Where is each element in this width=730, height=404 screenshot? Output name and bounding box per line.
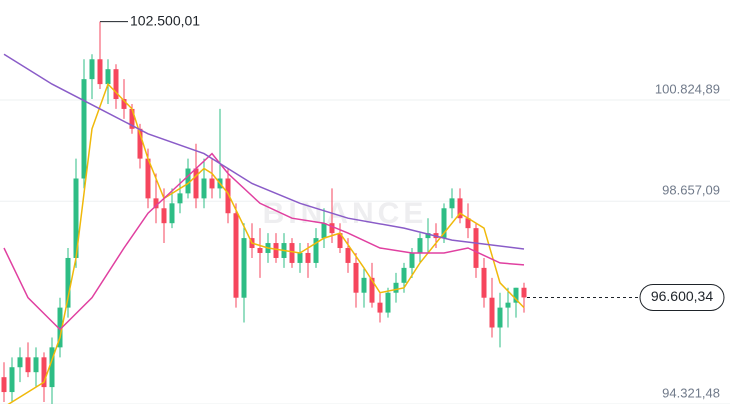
candle-body xyxy=(257,248,263,253)
candle-body xyxy=(353,262,359,293)
candle-body xyxy=(409,252,415,268)
last-price-box xyxy=(639,283,725,311)
candle-body xyxy=(465,218,471,229)
moving-average-line xyxy=(3,53,525,250)
candle-body xyxy=(145,158,151,199)
candle-body xyxy=(225,178,231,214)
last-price-label: 96.600,34 xyxy=(651,288,713,304)
candle-body xyxy=(305,252,311,263)
candle-body xyxy=(345,248,351,263)
candle-body xyxy=(65,257,71,308)
candle-body xyxy=(49,347,55,388)
candle-body xyxy=(161,208,167,224)
candle-body xyxy=(417,238,423,253)
candle-body xyxy=(153,198,159,209)
candle-body xyxy=(41,357,47,388)
candle-body xyxy=(377,302,383,313)
candle-body xyxy=(241,238,247,298)
candle-body xyxy=(113,69,119,100)
candle-body xyxy=(57,307,63,348)
candle-body xyxy=(457,198,463,219)
candle-body xyxy=(361,277,367,293)
candle-body xyxy=(481,267,487,298)
candle-body xyxy=(385,292,391,313)
candle-body xyxy=(513,287,519,303)
candle-body xyxy=(449,198,455,209)
candle-body xyxy=(105,69,111,85)
candle-body xyxy=(73,178,79,258)
y-tick-label: 98.657,09 xyxy=(662,183,720,198)
candle-body xyxy=(329,223,335,234)
candle-body xyxy=(497,307,503,328)
high-marker-label: 102.500,01 xyxy=(130,12,200,28)
moving-average-line xyxy=(3,152,525,331)
candle-body xyxy=(321,223,327,239)
candle-body xyxy=(97,59,103,85)
watermark: BINANCE xyxy=(263,197,428,230)
candle-body xyxy=(201,178,207,199)
candle-body xyxy=(9,367,15,393)
candle-body xyxy=(193,168,199,199)
moving-average-line xyxy=(7,82,525,404)
candle-body xyxy=(129,108,135,129)
candle-body xyxy=(273,243,279,258)
candle-body xyxy=(81,79,87,179)
y-tick-label: 94.321,48 xyxy=(662,385,720,400)
candle-body xyxy=(17,357,23,368)
candle-body xyxy=(401,267,407,283)
candle-body xyxy=(185,168,191,194)
candle-body xyxy=(25,357,31,373)
candle-body xyxy=(473,228,479,268)
candle-body xyxy=(489,297,495,328)
candle-body xyxy=(233,213,239,298)
candle-body xyxy=(369,277,375,303)
y-tick-label: 100.824,89 xyxy=(655,81,720,96)
candle-body xyxy=(1,377,7,393)
candle-body xyxy=(169,203,175,224)
candle-body xyxy=(505,302,511,308)
candle-body xyxy=(209,178,215,189)
candle-body xyxy=(33,357,39,373)
candle-body xyxy=(89,59,95,80)
candle-body xyxy=(297,252,303,263)
candle-body xyxy=(137,128,143,159)
candle-body xyxy=(337,233,343,249)
candle-body xyxy=(121,99,127,109)
candle-body xyxy=(441,208,447,239)
candle-body xyxy=(393,282,399,293)
candle-body xyxy=(425,233,431,239)
candle-body xyxy=(313,238,319,263)
candle-body xyxy=(521,287,527,298)
candle-body xyxy=(177,193,183,204)
candle-body xyxy=(289,243,295,263)
